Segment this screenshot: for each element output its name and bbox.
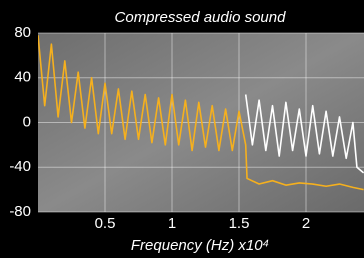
chart-title: Compressed audio sound [115,9,287,26]
x-axis-label: Frequency (Hz) x10⁴ [131,237,269,254]
chart: Compressed audio sound Frequency (Hz) x1… [0,0,364,258]
x-tick-label: 0.5 [95,215,116,232]
y-tick-label: 80 [14,24,31,41]
y-tick-label: 0 [23,113,31,130]
y-tick-label: -80 [9,203,31,220]
x-tick-label: 2 [302,215,310,232]
y-tick-label: -40 [9,158,31,175]
x-tick-label: 1 [168,215,176,232]
y-tick-label: 40 [14,69,31,86]
x-tick-label: 1.5 [229,215,250,232]
